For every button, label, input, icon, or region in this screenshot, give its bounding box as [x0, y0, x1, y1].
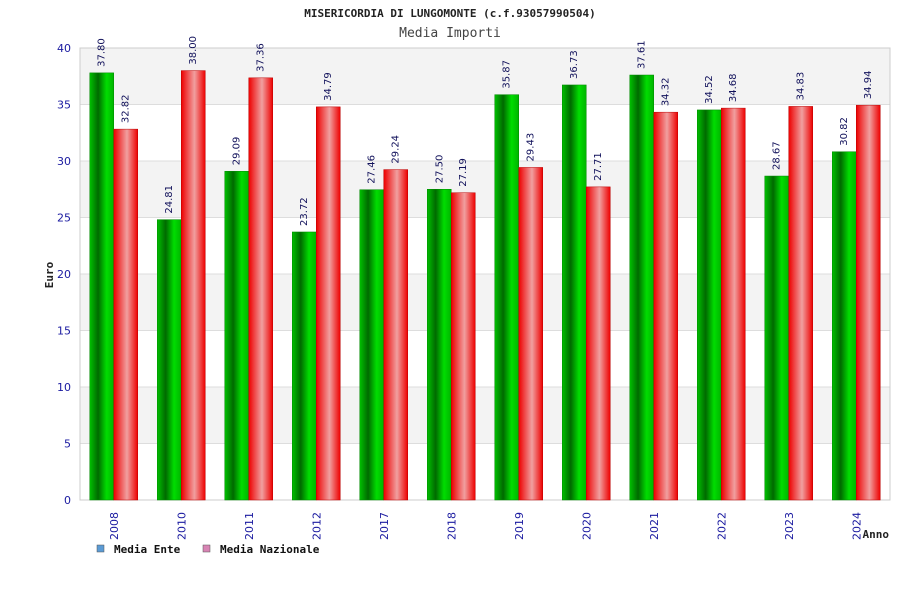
bar-media-ente-2019: [494, 94, 519, 501]
bar-media-nazionale-2024: [856, 104, 881, 501]
bar-value-label: 34.79: [323, 72, 334, 101]
bar-media-nazionale-2021: [653, 111, 678, 501]
x-tick-label: 2021: [648, 512, 661, 540]
y-axis-ticks: 0 5 10 15 20 25 30 35 40: [57, 42, 71, 507]
bar-media-ente-2020: [562, 84, 587, 501]
x-axis-label: Anno: [863, 528, 890, 541]
bar-media-nazionale-2019: [518, 167, 543, 501]
y-tick-label: 35: [57, 99, 71, 112]
bar-media-ente-2010: [157, 219, 182, 501]
bar-value-label: 28.67: [772, 141, 783, 170]
grid-lines: [79, 47, 891, 501]
y-tick-label: 30: [57, 155, 71, 168]
grid-band: [80, 330, 890, 387]
x-tick-label: 2017: [378, 512, 391, 540]
legend: Media Ente Media Nazionale: [96, 543, 320, 556]
x-tick-label: 2011: [243, 512, 256, 540]
x-tick-label: 2023: [783, 512, 796, 540]
plot-background: [80, 48, 890, 500]
bar-value-label: 24.81: [164, 185, 175, 214]
y-tick-label: 25: [57, 212, 71, 225]
bar-value-label: 36.73: [569, 50, 580, 79]
legend-swatch-media-nazionale: [202, 544, 211, 553]
bar-value-label: 23.72: [299, 197, 310, 226]
bar-value-label: 32.82: [121, 94, 132, 123]
bar-value-label: 27.19: [458, 158, 469, 187]
bar-media-ente-2017: [359, 189, 384, 501]
x-tick-label: 2018: [445, 512, 458, 540]
grid-band: [80, 387, 890, 444]
grid-band: [80, 161, 890, 218]
bar-value-label: 29.24: [391, 135, 402, 164]
y-tick-label: 10: [57, 381, 71, 394]
bar-media-ente-2012: [292, 231, 317, 501]
bar-media-ente-2023: [764, 175, 789, 501]
bar-media-ente-2008: [89, 72, 114, 501]
x-tick-label: 2022: [715, 512, 728, 540]
bar-media-nazionale-2010: [181, 70, 206, 501]
bar-media-nazionale-2023: [788, 106, 813, 501]
bar-value-label: 34.94: [863, 71, 874, 100]
bar-media-nazionale-2008: [113, 128, 138, 501]
legend-label-media-nazionale: Media Nazionale: [220, 543, 320, 556]
value-labels-group: 37.80 32.82 24.81 38.00 29.09 37.36 23.72 34.79…: [97, 36, 875, 226]
y-tick-label: 20: [57, 268, 71, 281]
chart-title: MISERICORDIA DI LUNGOMONTE (c.f.93057990…: [304, 7, 595, 20]
bar-media-ente-2022: [697, 109, 722, 501]
y-tick-label: 5: [64, 438, 71, 451]
x-tick-label: 2010: [175, 512, 188, 540]
bar-value-label: 30.82: [839, 117, 850, 146]
bar-value-label: 38.00: [188, 36, 199, 65]
bar-value-label: 34.83: [796, 72, 807, 101]
bar-value-label: 27.46: [367, 155, 378, 184]
x-tick-label: 2020: [580, 512, 593, 540]
y-tick-label: 0: [64, 494, 71, 507]
bar-media-nazionale-2012: [316, 106, 341, 501]
grid-band: [80, 274, 890, 331]
x-tick-label: 2024: [850, 512, 863, 540]
bar-value-label: 29.09: [232, 137, 243, 166]
bar-value-label: 27.71: [593, 152, 604, 181]
x-tick-label: 2008: [108, 512, 121, 540]
bar-media-nazionale-2011: [248, 77, 273, 501]
bar-media-nazionale-2018: [451, 192, 476, 501]
bar-value-label: 37.80: [97, 38, 108, 67]
y-tick-label: 40: [57, 42, 71, 55]
bar-media-ente-2018: [427, 189, 452, 501]
bar-value-label: 34.52: [704, 75, 715, 104]
x-tick-label: 2019: [513, 512, 526, 540]
bar-media-ente-2021: [629, 74, 654, 501]
grid-band: [80, 104, 890, 161]
bar-media-ente-2011: [224, 171, 249, 501]
bar-value-label: 27.50: [434, 155, 445, 184]
grid-band: [80, 48, 890, 105]
y-axis-label: Euro: [43, 261, 56, 288]
bar-media-nazionale-2020: [586, 186, 611, 501]
plot-frame: [79, 47, 891, 501]
legend-swatch-media-ente: [96, 544, 105, 553]
grid-band: [80, 443, 890, 500]
chart-subtitle: Media Importi: [399, 26, 501, 41]
grid-band: [80, 217, 890, 274]
bar-value-label: 37.36: [256, 43, 267, 72]
bar-value-label: 34.68: [728, 73, 739, 102]
x-axis-ticks: 2008 2010 2011 2012 2017 2018 2019 2020 2021 2022…: [108, 512, 864, 540]
bar-value-label: 29.43: [526, 133, 537, 162]
legend-label-media-ente: Media Ente: [114, 543, 181, 556]
y-tick-label: 15: [57, 325, 71, 338]
bar-media-ente-2024: [832, 151, 857, 501]
bar-media-nazionale-2017: [383, 169, 408, 501]
bar-media-nazionale-2022: [721, 107, 746, 501]
bar-value-label: 37.61: [637, 40, 648, 69]
x-tick-label: 2012: [310, 512, 323, 540]
bar-value-label: 34.32: [661, 78, 672, 107]
bars-group: [89, 70, 881, 501]
bar-value-label: 35.87: [502, 60, 513, 89]
